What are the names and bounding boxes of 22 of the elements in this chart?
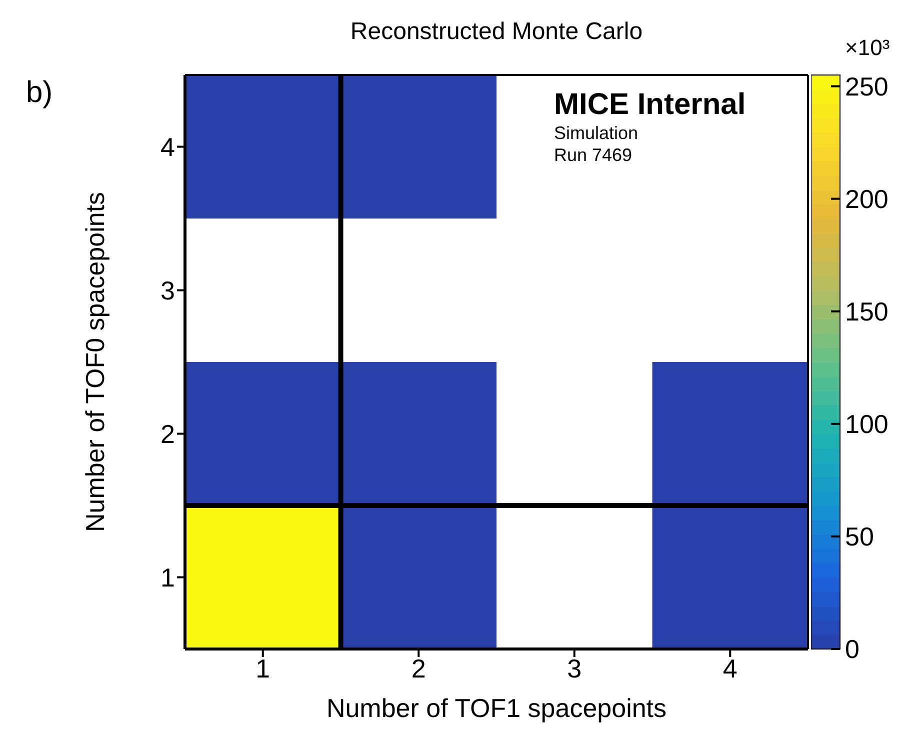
- y-tick-label: 4: [160, 132, 175, 162]
- annotation: Simulation: [554, 122, 640, 144]
- color-bar-label: 150: [845, 296, 888, 326]
- color-bar-label: 50: [845, 521, 874, 552]
- x-tick-label: 1: [256, 653, 270, 684]
- x-tick-label: 2: [411, 653, 426, 684]
- color-bar-label: 200: [845, 184, 888, 214]
- annotation: MICE Internal: [554, 88, 746, 122]
- color-bar-label: 250: [845, 71, 888, 102]
- y-tick-label: 1: [160, 562, 175, 592]
- annotation: Run 7469: [554, 144, 634, 166]
- y-tick-label: 3: [160, 275, 175, 306]
- chart-title: Reconstructed Monte Carlo: [349, 18, 644, 46]
- color-bar-label: 100: [845, 408, 888, 439]
- color-bar-title: ×10³: [845, 35, 890, 60]
- y-tick-label: 2: [160, 418, 175, 449]
- x-tick-label: 3: [567, 653, 582, 684]
- color-bar-label: 0: [845, 634, 860, 664]
- x-tick-label: 4: [722, 653, 738, 684]
- x-axis-title: Number of TOF1 spacepoints: [326, 693, 667, 723]
- text: b): [26, 76, 53, 110]
- y-axis-title: Number of TOF0 spacepoints: [80, 192, 110, 532]
